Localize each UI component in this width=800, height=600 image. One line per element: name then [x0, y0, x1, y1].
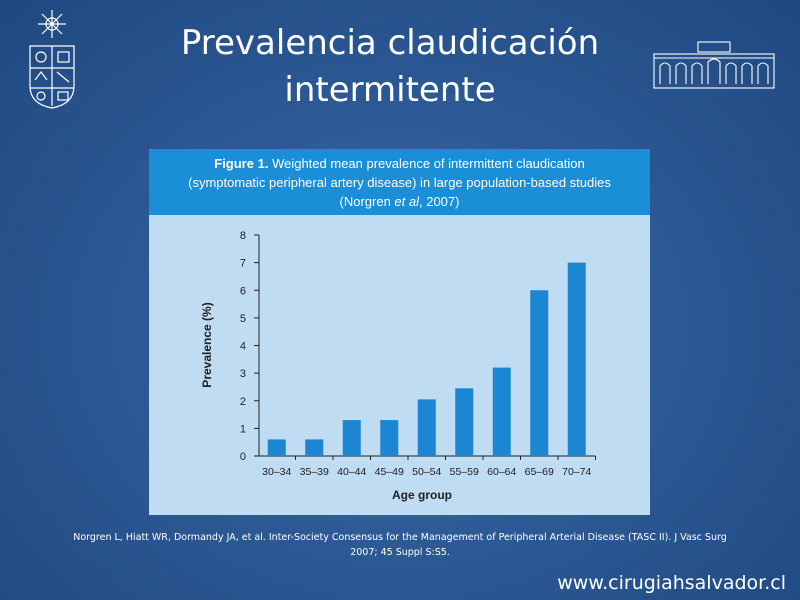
- x-tick-label: 30–34: [262, 466, 291, 478]
- y-tick-label: 4: [240, 341, 246, 353]
- slide-title: Prevalencia claudicación intermitente: [180, 23, 600, 110]
- x-tick-label: 60–64: [487, 466, 516, 478]
- y-tick-label: 8: [240, 230, 246, 242]
- figure-caption-line3-pre: (Norgren: [339, 194, 395, 209]
- bar: [417, 399, 436, 456]
- bar-chart: 0 1 2 3 4 5 6 7 8 30–34 35–39 40–44 45–49 50–54 55–59 6…: [200, 230, 596, 502]
- x-axis-title: Age group: [392, 488, 452, 502]
- bar: [305, 439, 324, 456]
- y-tick-label: 1: [240, 423, 246, 435]
- bar: [455, 388, 474, 456]
- y-tick-label: 5: [240, 313, 246, 325]
- figure-label: Figure 1.: [214, 156, 269, 171]
- bar: [380, 420, 399, 456]
- figure-caption-line3-post: , 2007): [419, 194, 460, 209]
- figure-caption: Figure 1. Weighted mean prevalence of in…: [149, 149, 650, 215]
- x-tick-label: 40–44: [337, 466, 366, 478]
- university-crest-logo: [29, 10, 75, 109]
- y-tick-label: 0: [240, 451, 246, 463]
- y-tick-label: 3: [240, 368, 246, 380]
- x-tick-label: 55–59: [450, 466, 479, 478]
- bar: [342, 420, 361, 456]
- y-axis-title: Prevalence (%): [200, 302, 214, 387]
- bar: [530, 290, 549, 456]
- website-link[interactable]: www.cirugiahsalvador.cl: [557, 572, 786, 594]
- bar: [567, 262, 586, 456]
- x-tick-label: 35–39: [300, 466, 329, 478]
- y-tick-label: 6: [240, 285, 246, 297]
- figure-caption-line3-em: et al: [394, 194, 419, 209]
- figure-caption-line1: Weighted mean prevalence of intermittent…: [272, 156, 585, 171]
- y-tick-label: 7: [240, 258, 246, 270]
- x-tick-label: 45–49: [375, 466, 404, 478]
- y-tick-label: 2: [240, 396, 246, 408]
- bar: [267, 439, 286, 456]
- figure-caption-line2: (symptomatic peripheral artery disease) …: [188, 175, 611, 190]
- x-tick-label: 50–54: [412, 466, 441, 478]
- hospital-building-logo: [653, 41, 775, 89]
- citation: Norgren L, Hiatt WR, Dormandy JA, et al.…: [73, 532, 727, 558]
- figure-panel: Figure 1. Weighted mean prevalence of in…: [149, 149, 650, 515]
- x-tick-label: 65–69: [525, 466, 554, 478]
- bar: [492, 367, 511, 456]
- x-tick-label: 70–74: [562, 466, 591, 478]
